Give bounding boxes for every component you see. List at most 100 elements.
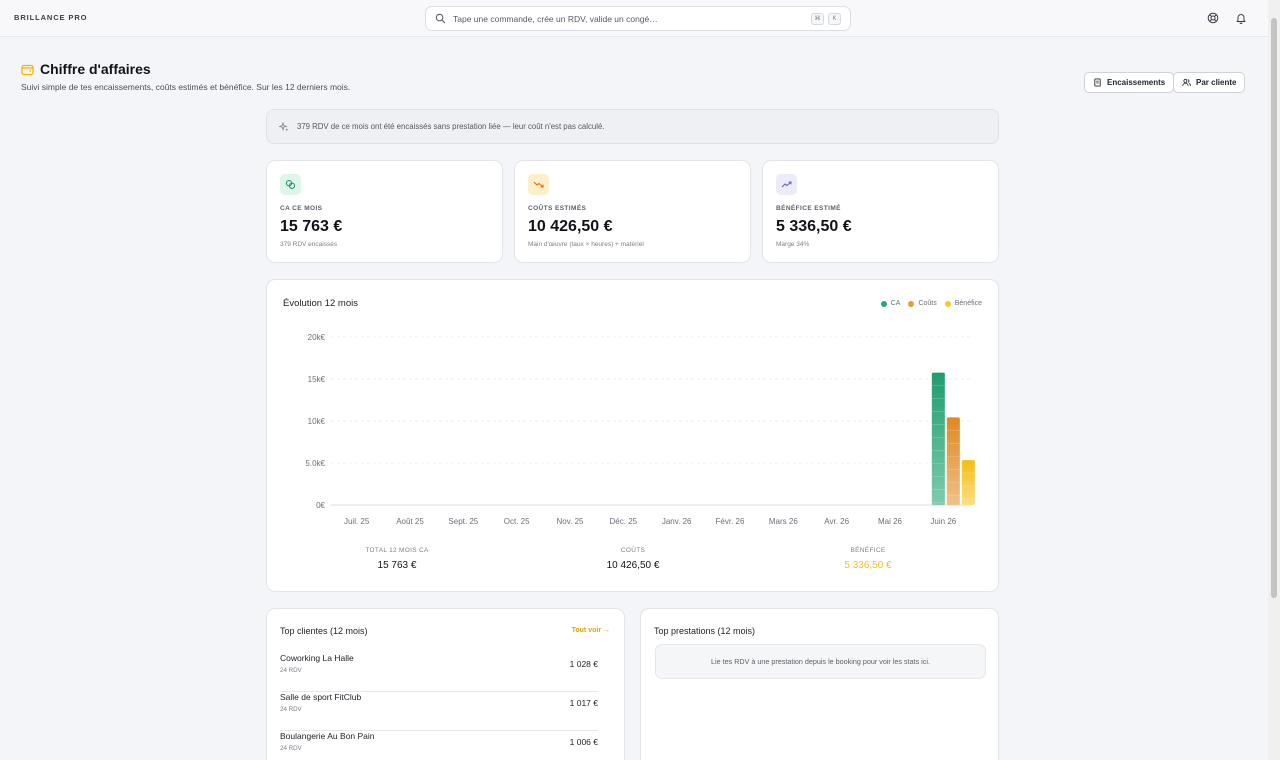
legend-dot — [880, 300, 887, 307]
x-tick-label: Juin 26 — [930, 517, 956, 526]
brand-logo[interactable]: BRILLANCE PRO — [14, 13, 88, 22]
kpi-icon-box — [280, 174, 301, 195]
x-tick-label: Févr. 26 — [716, 517, 745, 526]
y-tick-label: 20k€ — [308, 333, 326, 342]
total-value: 5 336,50 € — [844, 560, 892, 571]
legend-label: Bénéfice — [954, 300, 982, 307]
client-rdv-count: 24 RDV — [280, 706, 302, 713]
sparkle-icon — [279, 121, 289, 131]
client-amount: 1 006 € — [569, 737, 598, 747]
total-ca: TOTAL 12 MOIS CA 15 763 € — [347, 547, 447, 571]
trending-down-icon — [533, 181, 544, 188]
y-tick-label: 10k€ — [308, 417, 326, 426]
legend-item-couts[interactable]: Coûts — [908, 300, 937, 307]
kpi-value: 15 763 € — [280, 218, 343, 235]
shortcut-key-k: K — [828, 12, 841, 25]
kpi-card-benefice: BÉNÉFICE ESTIMÉ 5 336,50 € Marge 34% — [762, 160, 999, 263]
notice-text: 379 RDV de ce mois ont été encaissés san… — [297, 122, 605, 131]
bar-ca[interactable] — [931, 372, 945, 505]
client-amount: 1 017 € — [569, 698, 598, 708]
y-tick-label: 5.0k€ — [305, 459, 325, 468]
client-name: Boulangerie Au Bon Pain — [280, 731, 375, 741]
total-label: BÉNÉFICE — [850, 547, 886, 554]
x-tick-label: Sept. 25 — [448, 517, 478, 526]
legend-item-benefice[interactable]: Bénéfice — [944, 300, 982, 307]
total-couts: COÛTS 10 426,50 € — [583, 547, 683, 571]
trending-up-icon — [781, 181, 792, 188]
total-label: COÛTS — [620, 547, 646, 554]
legend-dot — [908, 300, 915, 307]
legend-label: CA — [890, 300, 901, 307]
top-prestations-card: Top prestations (12 mois) Lie tes RDV à … — [640, 608, 999, 760]
x-tick-label: Juil. 25 — [344, 517, 370, 526]
y-tick-label: 15k€ — [308, 375, 326, 384]
scrollbar-thumb[interactable] — [1271, 18, 1277, 598]
client-name: Coworking La Halle — [280, 653, 354, 663]
total-benefice: BÉNÉFICE 5 336,50 € — [818, 547, 918, 571]
page-subtitle: Suivi simple de tes encaissements, coûts… — [21, 82, 351, 92]
legend-dot — [944, 300, 951, 307]
scrollbar[interactable] — [1268, 0, 1280, 760]
kpi-icon-box — [776, 174, 797, 195]
x-tick-label: Nov. 25 — [557, 517, 585, 526]
kpi-label: CA CE MOIS — [280, 205, 323, 212]
command-search[interactable]: Tape une commande, crée un RDV, valide u… — [425, 6, 851, 31]
see-all-link[interactable]: Tout voir → — [572, 627, 610, 634]
search-input[interactable]: Tape une commande, crée un RDV, valide u… — [453, 13, 658, 24]
shortcut-key-cmd: ⌘ — [811, 12, 824, 25]
bar-coûts[interactable] — [946, 417, 960, 505]
kpi-value: 5 336,50 € — [776, 218, 852, 235]
par-cliente-label: Par cliente — [1196, 78, 1237, 87]
total-label: TOTAL 12 MOIS CA — [365, 547, 429, 554]
chart-title: Évolution 12 mois — [283, 298, 358, 309]
top-prestations-title: Top prestations (12 mois) — [654, 626, 756, 636]
help-lifebuoy-icon[interactable] — [1207, 12, 1219, 24]
kpi-label: BÉNÉFICE ESTIMÉ — [776, 205, 841, 212]
x-tick-label: Août 25 — [396, 517, 424, 526]
search-icon — [435, 13, 446, 24]
x-tick-label: Mai 26 — [878, 517, 903, 526]
y-tick-label: 0€ — [316, 501, 325, 510]
client-row[interactable]: Boulangerie Au Bon Pain 24 RDV 1 006 € — [280, 731, 598, 760]
kpi-subtext: Marge 34% — [776, 241, 810, 248]
top-clients-card: Top clientes (12 mois) Tout voir → Cowor… — [266, 608, 625, 760]
x-tick-label: Janv. 26 — [662, 517, 692, 526]
total-value: 15 763 € — [377, 560, 417, 571]
kpi-card-couts: COÛTS ESTIMÉS 10 426,50 € Main d'œuvre (… — [514, 160, 751, 263]
par-cliente-button[interactable]: Par cliente — [1173, 72, 1246, 93]
receipt-icon — [1094, 78, 1101, 87]
page-header: Chiffre d'affaires — [21, 61, 151, 77]
x-tick-label: Oct. 25 — [504, 517, 530, 526]
kpi-subtext: Main d'œuvre (taux × heures) + matériel — [528, 241, 644, 248]
kpi-label: COÛTS ESTIMÉS — [528, 205, 587, 212]
total-value: 10 426,50 € — [606, 560, 660, 571]
legend-item-ca[interactable]: CA — [880, 300, 901, 307]
bar-bénéfice[interactable] — [961, 460, 975, 505]
client-row[interactable]: Salle de sport FitClub 24 RDV 1 017 € — [280, 692, 598, 731]
unlinked-rdv-notice: 379 RDV de ce mois ont été encaissés san… — [266, 109, 999, 144]
x-tick-label: Avr. 26 — [824, 517, 849, 526]
client-amount: 1 028 € — [569, 659, 598, 669]
arrow-right-icon: → — [603, 627, 610, 634]
kpi-icon-box — [528, 174, 549, 195]
encaissements-button[interactable]: Encaissements — [1084, 72, 1175, 93]
wallet-icon — [21, 64, 34, 75]
bell-icon[interactable] — [1235, 12, 1247, 24]
x-tick-label: Mars 26 — [769, 517, 798, 526]
client-row[interactable]: Coworking La Halle 24 RDV 1 028 € — [280, 653, 598, 692]
money-icon — [285, 180, 296, 189]
revenue-chart: 0€ 5.0k€ 10k€ 15k€ 20k€ Juil. 25 Août 25 Sept. … — [305, 333, 975, 526]
legend-label: Coûts — [918, 300, 937, 307]
x-tick-label: Déc. 25 — [610, 517, 638, 526]
kpi-subtext: 379 RDV encaissés — [280, 241, 338, 248]
client-rdv-count: 24 RDV — [280, 667, 302, 674]
see-all-label: Tout voir — [571, 627, 602, 634]
page-title: Chiffre d'affaires — [40, 61, 151, 77]
client-rdv-count: 24 RDV — [280, 745, 302, 752]
kpi-value: 10 426,50 € — [528, 218, 613, 235]
chart-card: Évolution 12 mois CA Coûts Bénéfice 0€ 5.… — [266, 279, 999, 592]
client-name: Salle de sport FitClub — [280, 692, 362, 702]
encaissements-label: Encaissements — [1107, 78, 1166, 87]
kpi-card-ca: CA CE MOIS 15 763 € 379 RDV encaissés — [266, 160, 503, 263]
users-icon — [1182, 79, 1191, 87]
